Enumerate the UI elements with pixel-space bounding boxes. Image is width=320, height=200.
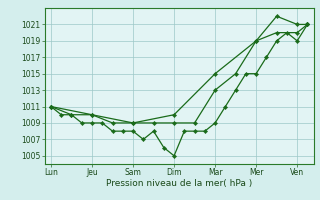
- X-axis label: Pression niveau de la mer( hPa ): Pression niveau de la mer( hPa ): [106, 179, 252, 188]
